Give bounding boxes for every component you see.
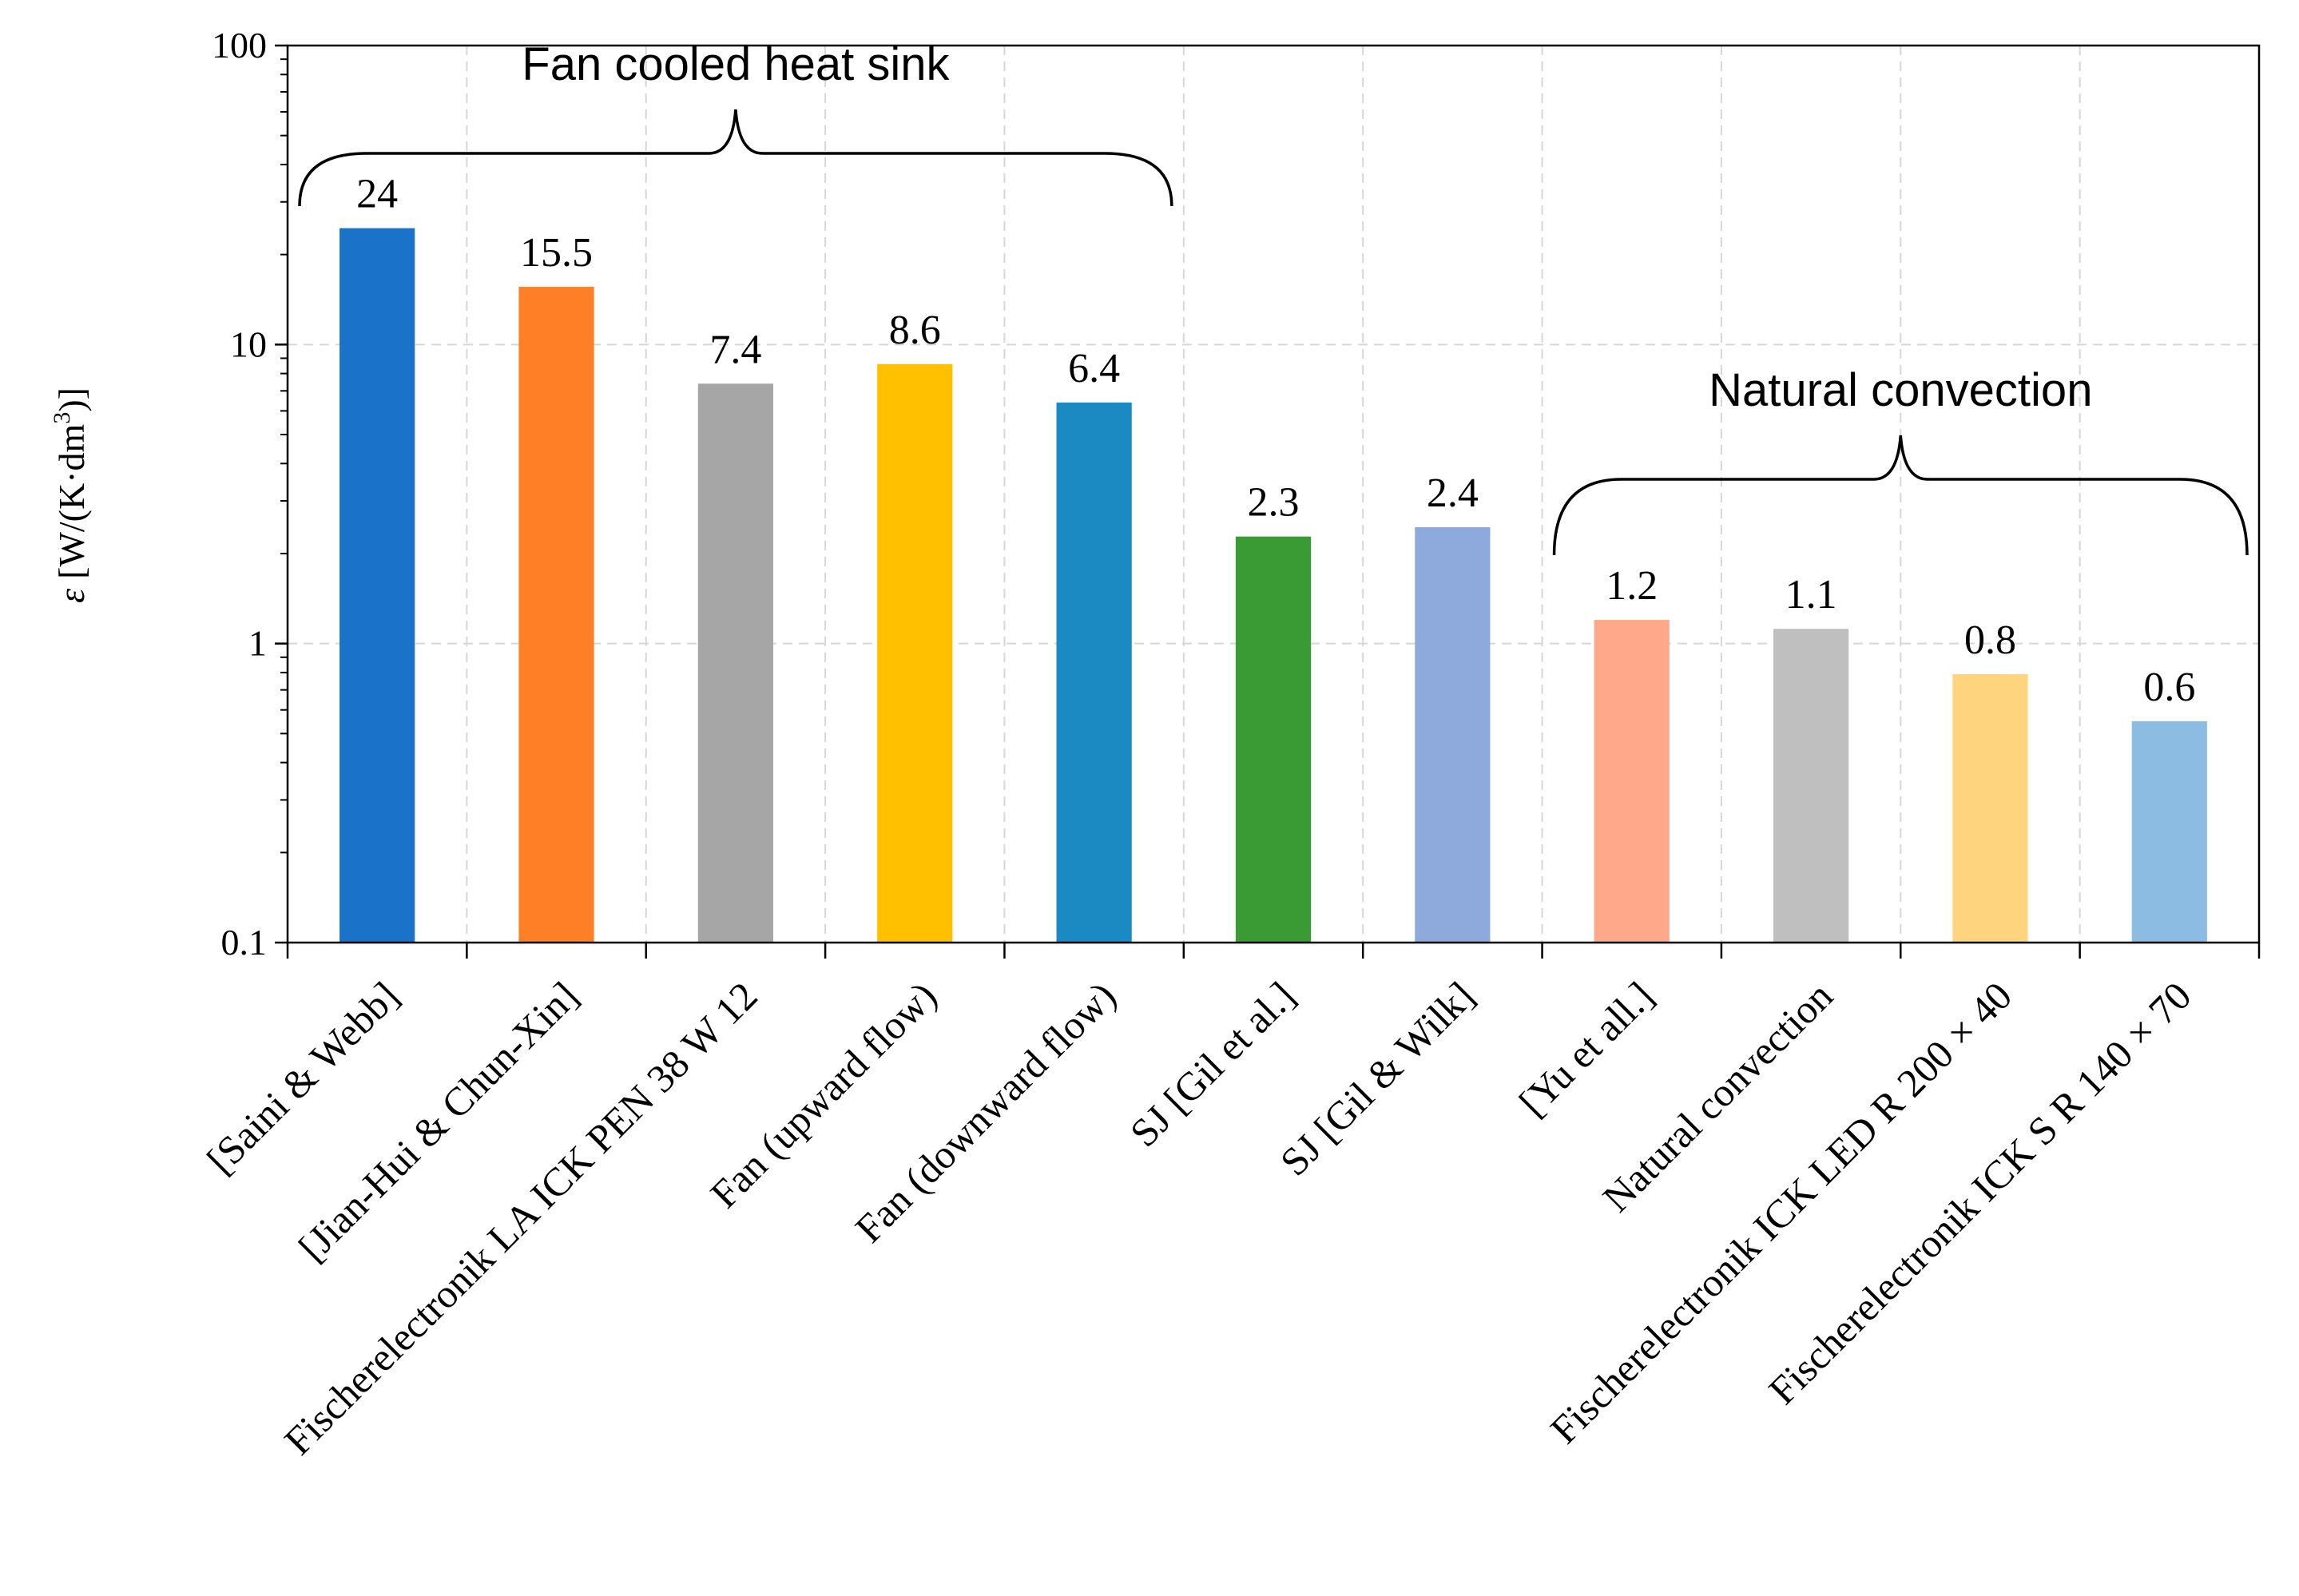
y-axis-unit-close: )] bbox=[51, 387, 92, 412]
data-label: 0.8 bbox=[1964, 617, 2016, 663]
axis-ticks: 0.1 1 10 100 bbox=[212, 25, 2261, 963]
data-label: 7.4 bbox=[709, 327, 761, 372]
annotation-brace bbox=[298, 109, 1173, 207]
plot-border bbox=[286, 44, 2261, 944]
data-label: 1.2 bbox=[1606, 563, 1658, 609]
y-tick-label: 1 bbox=[248, 623, 267, 664]
y-axis-label: ε [W/(K·dm3)] bbox=[49, 387, 92, 603]
data-label: 8.6 bbox=[889, 308, 941, 353]
plot-frame bbox=[286, 44, 2261, 944]
data-labels: 24 15.5 7.4 8.6 6.4 2.3 2.4 1.2 1.1 0.8 0.6 bbox=[356, 172, 2195, 710]
bar bbox=[1952, 673, 2028, 943]
category-label: SJ [Gil et al.] bbox=[1122, 973, 1304, 1155]
data-label: 15.5 bbox=[520, 230, 593, 276]
bar bbox=[877, 363, 953, 943]
y-tick-label: 10 bbox=[230, 324, 267, 364]
category-label: [Yu et all.] bbox=[1511, 973, 1662, 1125]
y-tick-label: 0.1 bbox=[221, 922, 268, 963]
bar bbox=[1773, 629, 1849, 943]
data-label: 0.6 bbox=[2143, 665, 2195, 710]
y-tick-label: 100 bbox=[212, 25, 267, 66]
bar bbox=[1235, 536, 1312, 943]
bar bbox=[1415, 526, 1491, 943]
y-axis-unit-superscript: 3 bbox=[49, 412, 75, 424]
bar bbox=[339, 228, 415, 943]
data-label: 2.3 bbox=[1248, 480, 1300, 526]
bar bbox=[1594, 620, 1670, 943]
data-label: 6.4 bbox=[1068, 346, 1120, 391]
bar bbox=[2131, 721, 2207, 943]
data-label: 2.4 bbox=[1427, 470, 1479, 516]
annotations: Fan cooled heat sink Natural convection bbox=[298, 38, 2249, 556]
bar bbox=[1056, 402, 1132, 943]
y-axis-unit: [W/(K·dm bbox=[51, 423, 92, 578]
bars bbox=[339, 228, 2207, 943]
annotation-label: Fan cooled heat sink bbox=[522, 38, 950, 90]
category-labels: [Saini & Webb][Jian-Hui & Chun-Xin]Fisch… bbox=[198, 973, 2200, 1463]
y-axis-symbol: ε bbox=[51, 588, 92, 603]
data-label: 24 bbox=[356, 172, 398, 217]
annotation-brace bbox=[1552, 435, 2249, 556]
data-label: 1.1 bbox=[1785, 572, 1837, 617]
annotation-label: Natural convection bbox=[1709, 364, 2092, 416]
grid-lines bbox=[288, 46, 2259, 943]
bar bbox=[518, 287, 594, 943]
category-label: [Saini & Webb] bbox=[198, 973, 407, 1182]
bar bbox=[697, 383, 774, 943]
